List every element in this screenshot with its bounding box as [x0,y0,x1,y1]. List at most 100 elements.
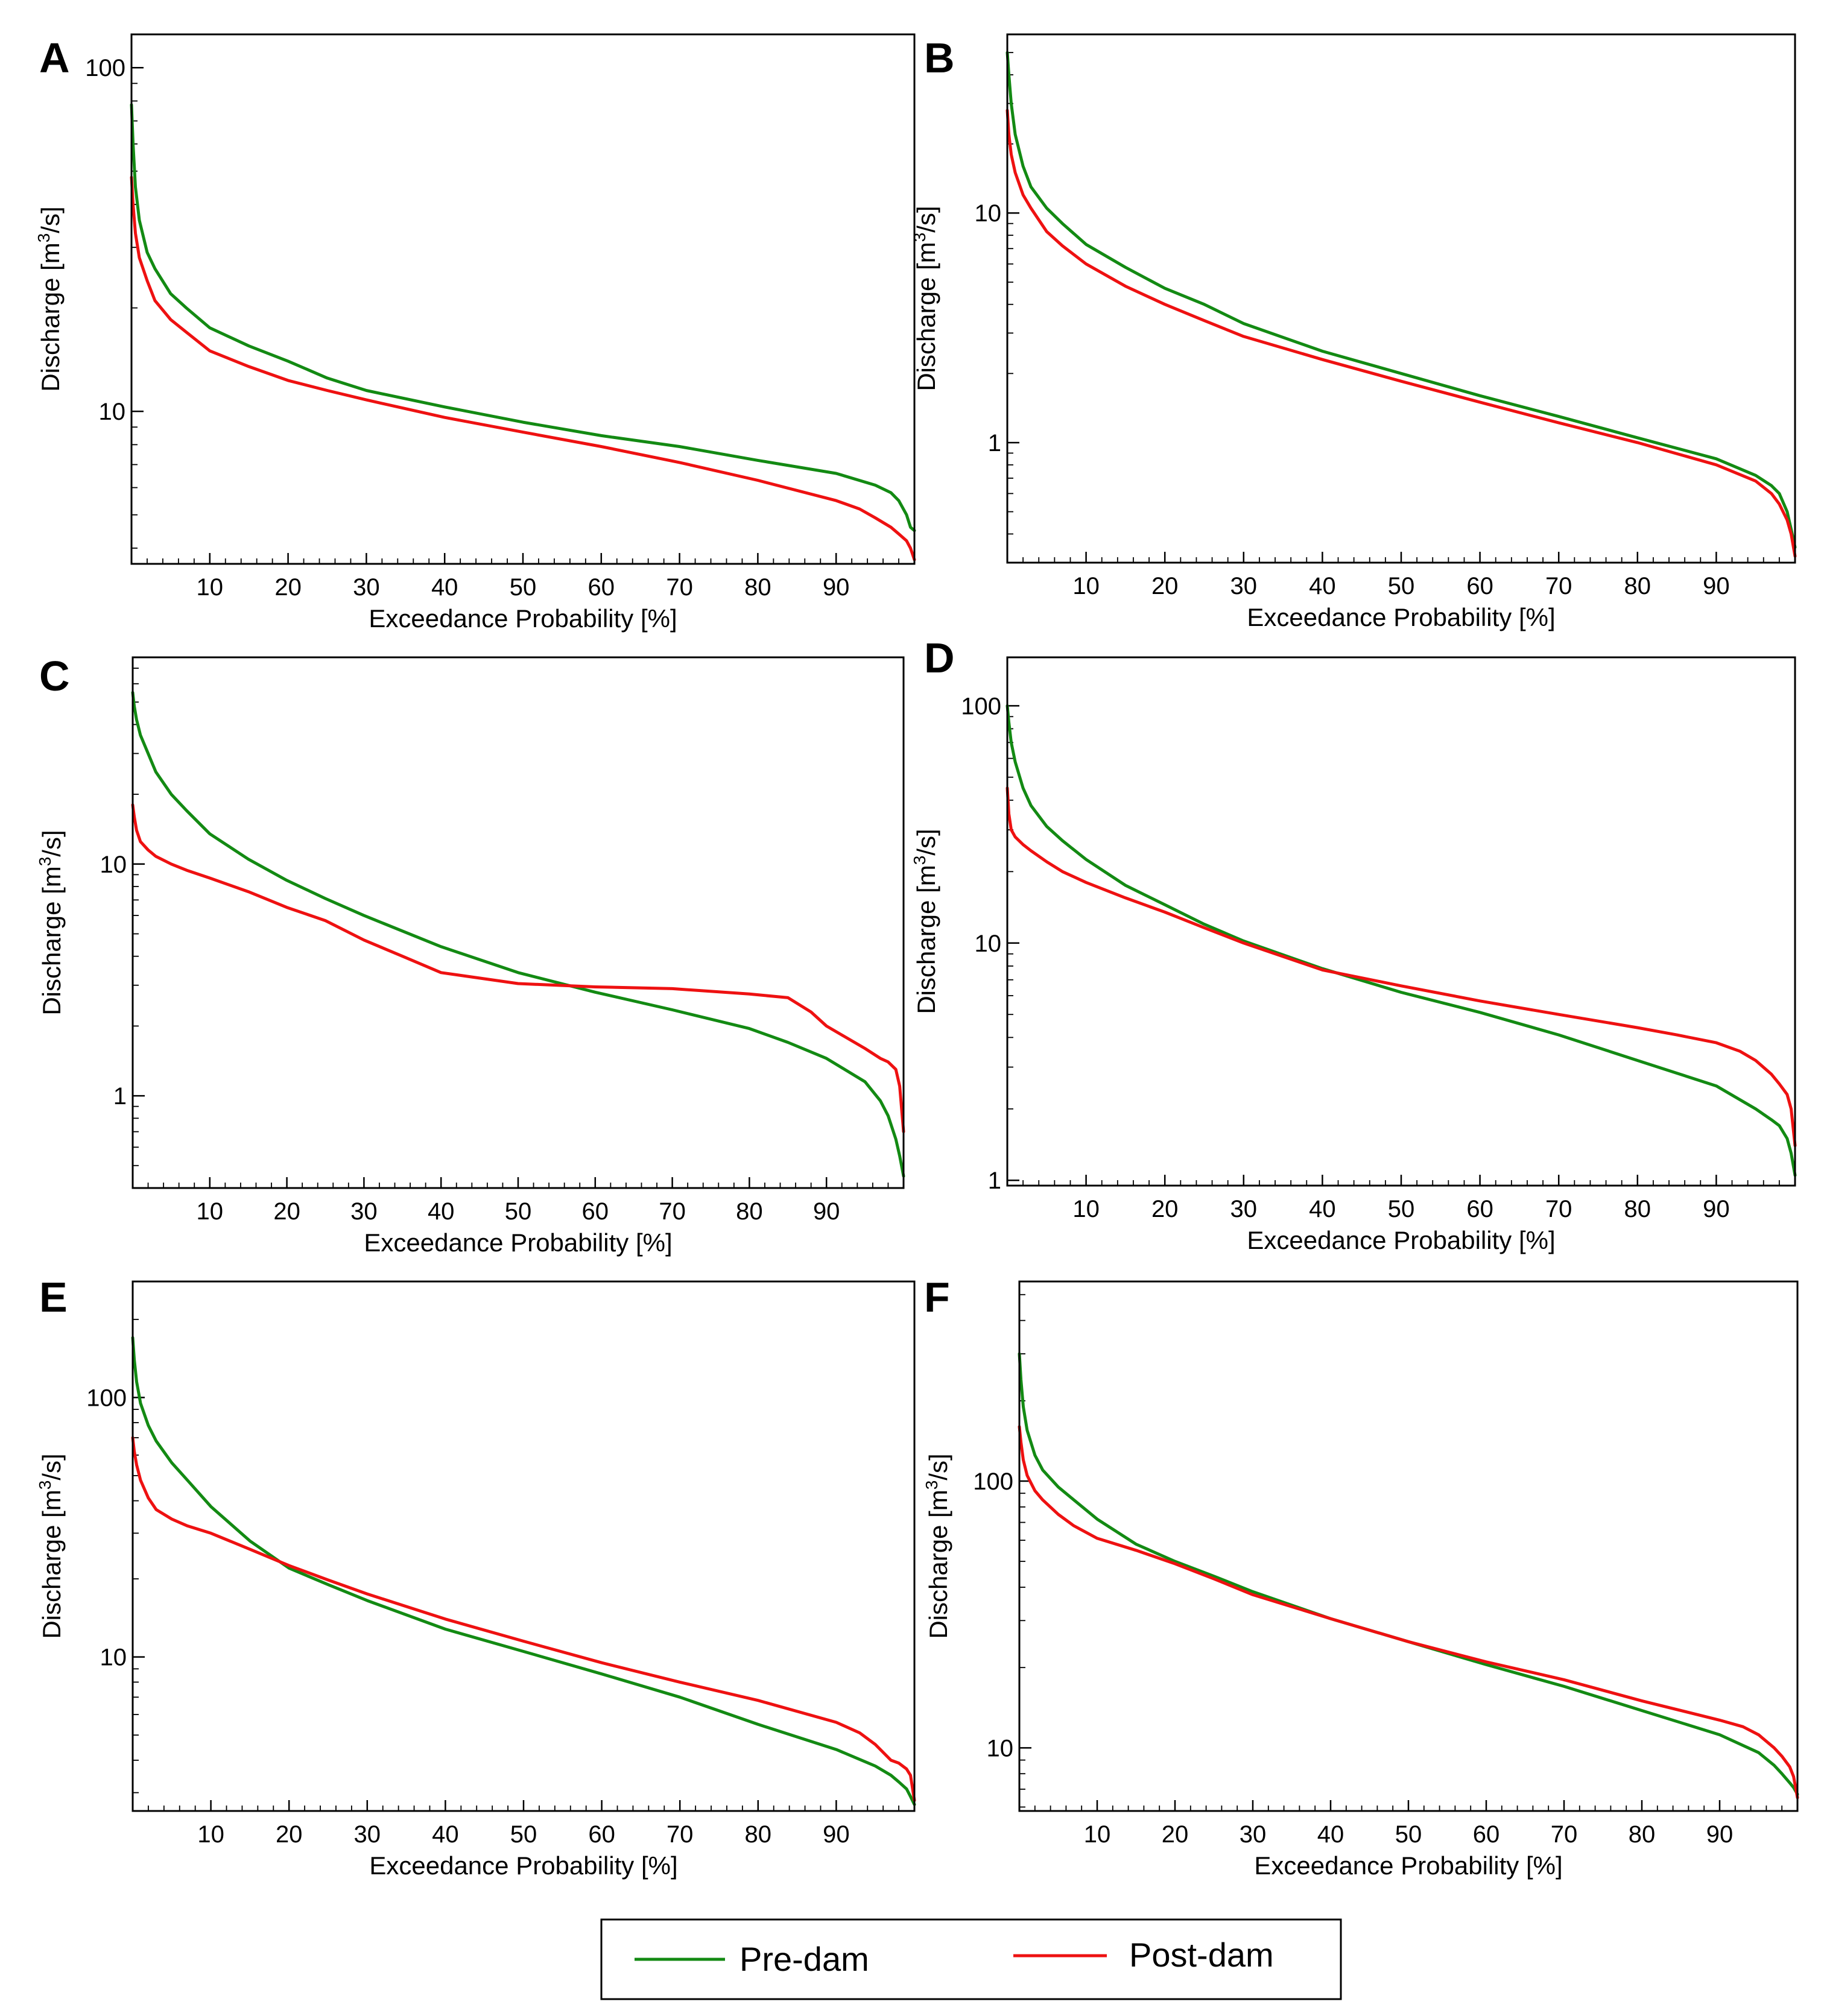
series-line-post-dam-d [1005,786,1797,1148]
x-tick-label: 20 [276,1821,303,1848]
x-tick-label: 50 [510,574,537,601]
chart-panel-c: C 10 20 30 40 50 60 70 80 90 1 10 Exceedance Probabi… [36,653,905,1257]
x-tick-label: 20 [1151,573,1179,599]
x-tick-label: 80 [736,1198,763,1225]
x-tick-label: 80 [1624,1196,1651,1222]
series-line-pre-dam-e [131,1336,916,1806]
x-tick-label: 50 [510,1821,537,1848]
series-line-post-dam-e [131,1436,916,1802]
legend-label-post-dam: Post-dam [1129,1936,1274,1974]
panel-letter-b: B [924,34,955,81]
plot-frame-b [1006,33,1796,564]
plot-frame-e [131,1280,916,1812]
x-tick-label: 50 [505,1198,532,1225]
y-tick-label: 1 [988,430,1001,457]
x-tick-label: 40 [428,1198,455,1225]
panel-letter-f: F [924,1274,950,1321]
x-tick-label: 20 [1162,1821,1189,1848]
y-axis-label-e: Discharge [m3/s] [36,1453,66,1638]
plot-frame-c [131,656,905,1189]
x-axis-label-b: Exceedance Probability [%] [1247,603,1555,631]
panel-letter-c: C [39,653,70,700]
series-line-pre-dam-a [130,103,916,532]
panel-letter-d: D [924,634,955,681]
x-tick-label: 20 [273,1198,300,1225]
chart-panel-b: B 10 20 30 40 50 60 70 80 90 1 10 Exceedance Probabi… [910,33,1797,631]
y-tick-label: 10 [975,931,1002,957]
x-tick-label: 80 [1629,1821,1656,1848]
x-tick-label: 50 [1395,1821,1422,1848]
x-tick-label: 60 [588,574,615,601]
plot-frame-a [130,33,916,565]
series-line-pre-dam-c [131,690,905,1178]
x-tick-label: 60 [582,1198,609,1225]
x-tick-label: 10 [197,574,224,601]
x-tick-label: 60 [1466,1196,1493,1222]
legend-box [600,1918,1342,2000]
chart-panel-f: F 10 20 30 40 50 60 70 80 90 10 100 Exceedance Proba… [922,1274,1799,1880]
panel-letter-a: A [39,34,70,81]
x-tick-label: 60 [588,1821,615,1848]
x-tick-label: 30 [354,1821,381,1848]
chart-panel-d: D 10 20 30 40 50 60 70 80 90 1 10 100 Exceedance Prob… [910,634,1797,1254]
y-tick-label: 100 [973,1468,1013,1495]
x-tick-label: 30 [350,1198,378,1225]
x-tick-label: 60 [1466,573,1493,599]
y-tick-label: 100 [961,693,1001,719]
series-line-pre-dam-d [1005,704,1797,1177]
x-axis-label-e: Exceedance Probability [%] [369,1851,677,1880]
y-axis-label-f: Discharge [m3/s] [922,1453,952,1638]
y-tick-label: 10 [100,1645,127,1671]
x-tick-label: 40 [1309,1196,1336,1222]
x-tick-label: 30 [1240,1821,1267,1848]
x-tick-label: 10 [1072,573,1100,599]
y-tick-label: 10 [975,200,1002,227]
y-axis-label-c: Discharge [m3/s] [36,830,66,1015]
plot-frame-f [1018,1280,1799,1812]
x-tick-label: 50 [1388,1196,1415,1222]
x-tick-label: 90 [813,1198,840,1225]
x-tick-label: 10 [197,1821,224,1848]
y-tick-label: 100 [85,55,125,81]
x-tick-label: 90 [1706,1821,1734,1848]
y-tick-label: 10 [99,399,126,425]
x-tick-label: 70 [667,1821,694,1848]
x-tick-label: 90 [1703,573,1730,599]
y-tick-label: 10 [100,852,127,878]
x-tick-label: 90 [823,1821,850,1848]
x-tick-label: 80 [745,1821,772,1848]
y-tick-label: 1 [113,1083,127,1110]
x-tick-label: 60 [1473,1821,1500,1848]
x-tick-label: 20 [1151,1196,1179,1222]
chart-panel-a: A 10 20 30 40 50 60 70 80 90 10 100 Exceedance Proba… [34,33,916,633]
x-tick-label: 70 [1545,573,1572,599]
y-tick-label: 1 [988,1168,1001,1194]
x-tick-label: 80 [744,574,771,601]
y-tick-label: 10 [987,1735,1014,1762]
x-axis-label-c: Exceedance Probability [%] [364,1228,672,1257]
series-line-post-dam-c [131,803,905,1134]
x-tick-label: 40 [431,574,458,601]
x-axis-label-f: Exceedance Probability [%] [1254,1851,1562,1880]
series-line-post-dam-a [130,175,916,561]
x-tick-label: 80 [1624,573,1651,599]
plot-frame-d [1006,656,1796,1187]
series-line-post-dam-f [1018,1425,1799,1800]
x-tick-label: 30 [1230,573,1258,599]
x-tick-label: 30 [1230,1196,1258,1222]
y-axis-label-a: Discharge [m3/s] [34,206,65,391]
y-tick-label: 100 [86,1385,127,1411]
x-axis-label-d: Exceedance Probability [%] [1247,1226,1555,1254]
x-tick-label: 10 [1084,1821,1111,1848]
x-tick-label: 70 [659,1198,686,1225]
legend: Pre-dam Post-dam [600,1918,1342,2000]
y-axis-label-d: Discharge [m3/s] [910,829,940,1014]
panel-letter-e: E [39,1274,68,1321]
x-tick-label: 20 [274,574,302,601]
panels-group: A 10 20 30 40 50 60 70 80 90 10 100 Exceedance Proba… [34,33,1799,1880]
x-tick-label: 10 [1072,1196,1100,1222]
series-line-post-dam-b [1005,109,1797,558]
x-axis-label-a: Exceedance Probability [%] [369,604,677,633]
series-line-pre-dam-f [1018,1352,1799,1796]
